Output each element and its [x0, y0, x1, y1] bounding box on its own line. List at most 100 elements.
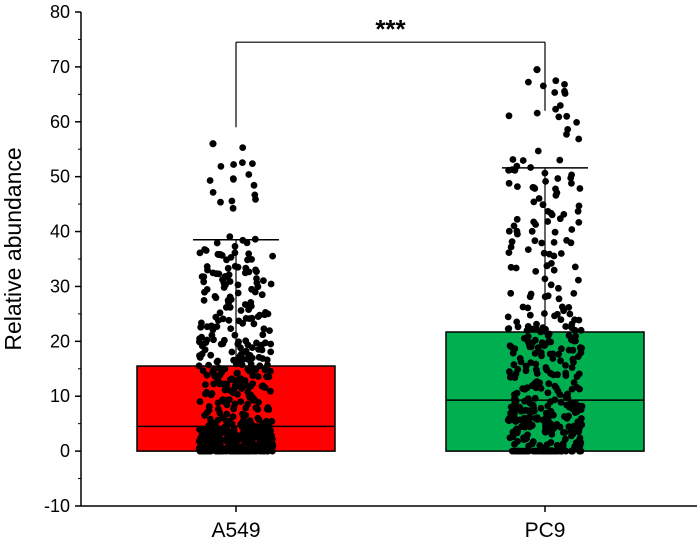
data-point-pc9: [552, 191, 560, 199]
data-point-pc9: [530, 198, 538, 206]
data-point-pc9: [565, 412, 572, 420]
data-point-a549: [229, 413, 237, 421]
data-point-pc9: [551, 396, 559, 404]
data-point-pc9: [541, 275, 549, 283]
data-point-pc9: [575, 135, 583, 143]
y-tick-label: 70: [50, 57, 70, 77]
jitter-points-layer: [195, 66, 586, 455]
data-point-pc9: [537, 404, 545, 412]
data-point-pc9: [530, 218, 538, 226]
data-point-pc9: [505, 179, 513, 187]
data-point-a549: [226, 233, 234, 241]
data-point-pc9: [557, 250, 565, 257]
data-point-pc9: [541, 169, 549, 177]
x-tick-label-a549: A549: [211, 519, 260, 542]
data-point-pc9: [526, 311, 534, 319]
data-point-pc9: [507, 243, 515, 251]
data-point-pc9: [505, 325, 513, 332]
data-point-a549: [215, 364, 223, 372]
y-tick-label: 40: [50, 222, 70, 242]
data-point-pc9: [547, 281, 555, 289]
data-point-pc9: [537, 349, 545, 357]
data-point-pc9: [555, 295, 563, 303]
data-point-a549: [237, 344, 244, 352]
data-point-a549: [237, 307, 245, 314]
axes-layer: -10 0 10 20 30 40 50 60 70 80 A549 PC9: [44, 2, 697, 542]
data-point-pc9: [563, 112, 571, 120]
data-point-a549: [249, 160, 256, 168]
data-point-pc9: [524, 333, 532, 340]
data-point-pc9: [566, 310, 574, 318]
data-point-pc9: [557, 316, 565, 323]
data-point-a549: [233, 369, 241, 377]
data-point-a549: [250, 320, 258, 328]
data-point-pc9: [563, 237, 570, 244]
data-point-pc9: [568, 171, 575, 179]
data-point-pc9: [568, 226, 576, 233]
data-point-a549: [248, 354, 256, 362]
data-point-pc9: [560, 429, 567, 436]
data-point-pc9: [548, 211, 556, 219]
data-point-pc9: [565, 304, 573, 311]
data-point-pc9: [526, 399, 534, 407]
data-point-a549: [251, 447, 259, 455]
data-point-a549: [253, 339, 260, 347]
data-point-pc9: [512, 264, 520, 272]
data-point-a549: [217, 163, 225, 170]
data-point-a549: [268, 417, 276, 425]
data-point-pc9: [540, 447, 548, 455]
data-point-a549: [240, 412, 248, 420]
data-point-a549: [256, 311, 264, 319]
data-point-a549: [245, 444, 253, 452]
data-point-pc9: [531, 394, 539, 402]
data-point-a549: [199, 367, 207, 374]
data-point-a549: [256, 429, 264, 437]
data-point-a549: [245, 171, 253, 178]
data-point-a549: [266, 327, 273, 334]
data-point-pc9: [532, 384, 540, 392]
data-point-pc9: [574, 427, 582, 435]
data-point-pc9: [526, 341, 533, 349]
data-point-pc9: [561, 81, 568, 88]
data-point-a549: [223, 381, 231, 388]
data-point-a549: [208, 331, 216, 339]
data-point-pc9: [554, 371, 561, 379]
data-point-a549: [223, 396, 230, 404]
data-point-a549: [231, 249, 239, 257]
data-point-pc9: [527, 290, 535, 298]
data-point-a549: [245, 306, 253, 313]
data-point-a549: [216, 380, 224, 388]
data-point-a549: [230, 386, 238, 394]
data-point-a549: [251, 235, 259, 243]
data-point-a549: [222, 304, 230, 311]
data-point-a549: [260, 277, 267, 284]
data-point-pc9: [558, 345, 565, 353]
data-point-a549: [213, 323, 221, 330]
data-point-pc9: [556, 102, 564, 109]
data-point-pc9: [535, 195, 543, 202]
data-point-pc9: [568, 180, 575, 187]
data-point-pc9: [537, 385, 545, 392]
data-point-pc9: [549, 355, 557, 362]
data-point-pc9: [513, 227, 521, 235]
data-point-a549: [245, 383, 253, 391]
data-point-a549: [231, 331, 239, 339]
data-point-pc9: [522, 362, 530, 370]
data-point-a549: [254, 373, 262, 380]
data-point-a549: [197, 439, 205, 447]
data-point-pc9: [533, 109, 541, 117]
data-point-a549: [204, 266, 211, 274]
data-point-a549: [230, 175, 237, 183]
data-point-pc9: [518, 423, 526, 430]
data-point-pc9: [540, 249, 548, 257]
data-point-a549: [219, 427, 227, 435]
data-point-a549: [261, 384, 269, 391]
data-point-pc9: [519, 303, 527, 311]
data-point-pc9: [562, 323, 570, 330]
data-point-pc9: [568, 364, 576, 371]
data-point-pc9: [511, 395, 519, 403]
data-point-a549: [216, 371, 224, 379]
data-point-a549: [228, 420, 236, 428]
data-point-pc9: [577, 349, 585, 357]
